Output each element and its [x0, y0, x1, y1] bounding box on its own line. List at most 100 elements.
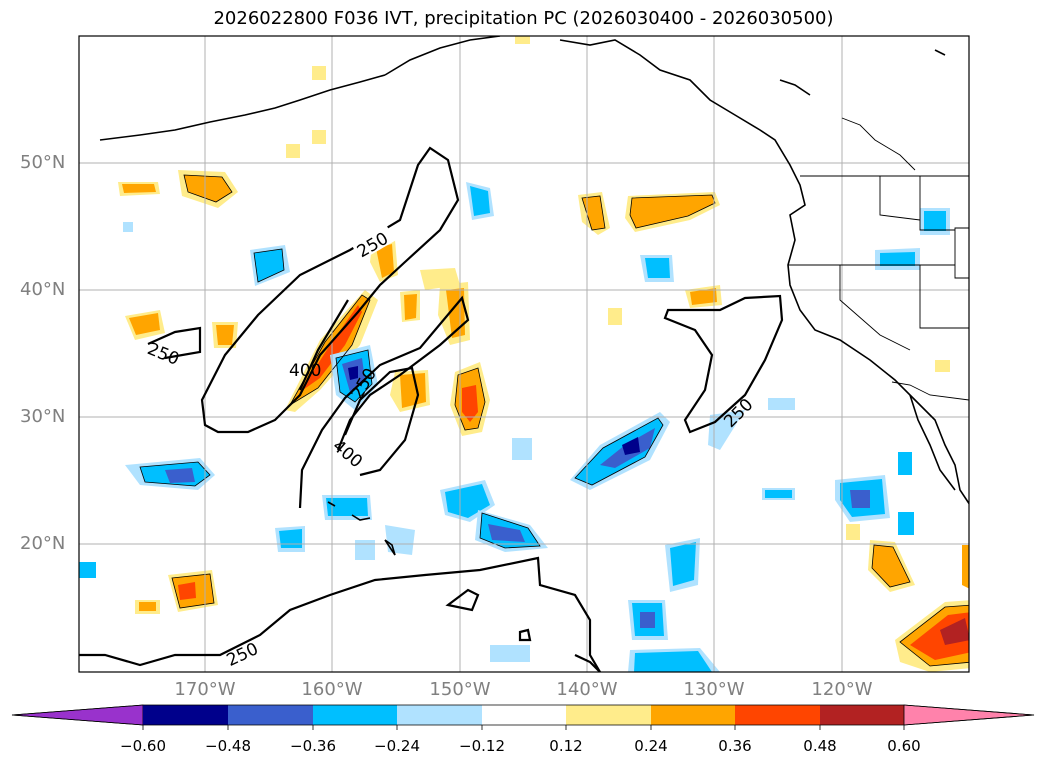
coastline-aleutians — [99, 74, 386, 141]
precip-positive-area — [312, 66, 326, 80]
precip-negative-area — [640, 612, 655, 628]
border-us-mexico — [891, 381, 969, 401]
precip-positive-area — [420, 268, 460, 290]
precip-negative-area — [385, 525, 415, 555]
precip-negative-area — [490, 645, 530, 662]
coastline-hawaii — [327, 501, 336, 507]
precip-positive-area — [515, 36, 530, 44]
precip-negative-area — [470, 186, 490, 216]
contour-label: 400 — [328, 436, 366, 472]
ivt-contour-400 — [298, 299, 349, 391]
colorbar-segment — [143, 705, 228, 725]
lon-label: 130°W — [683, 679, 745, 700]
border-state — [919, 176, 955, 231]
border-state — [839, 265, 911, 351]
precip-negative-area — [645, 258, 670, 278]
precip-positive-area — [178, 582, 196, 600]
colorbar-segment — [313, 705, 397, 725]
border-canada — [841, 117, 916, 171]
ivt-contour-250 — [298, 295, 470, 509]
colorbar-segment — [397, 705, 482, 725]
colorbar-tick-label: 0.48 — [803, 737, 837, 755]
precip-negative-area — [355, 540, 375, 560]
colorbar-extend-high — [903, 704, 1035, 726]
border-state — [879, 176, 921, 221]
colorbar-segment — [482, 705, 566, 725]
ivt-contour-small — [574, 654, 601, 672]
colorbar-segment — [566, 705, 651, 725]
ivt-contour-small — [445, 588, 480, 612]
coastline-alaska — [384, 36, 501, 76]
ivt-contour-small — [518, 628, 532, 642]
border-state — [954, 227, 969, 279]
ivt-contour-250 — [663, 294, 784, 434]
borders — [788, 117, 969, 401]
colorbar-tick-label: 0.12 — [549, 737, 583, 755]
lon-label: 140°W — [556, 679, 618, 700]
precip-outline — [479, 512, 541, 549]
lat-label: 50°N — [20, 152, 66, 173]
ivt-contour-250 — [200, 146, 460, 434]
precip-negative-area — [326, 498, 368, 516]
coastline-north-america — [559, 39, 969, 505]
precip-outline — [581, 195, 606, 231]
precip-positive-area — [872, 545, 910, 587]
precip-negative-area — [445, 484, 490, 518]
lon-label: 120°W — [811, 679, 873, 700]
colorbar-segment — [228, 705, 313, 725]
precip-outline — [288, 294, 371, 407]
precip-outline — [574, 417, 664, 486]
precip-negative-area — [622, 437, 640, 455]
colorbar-segment — [735, 705, 820, 725]
precip-outline — [629, 194, 716, 229]
colorbar-tick-label: 0.36 — [718, 737, 752, 755]
colorbar — [11, 704, 1035, 730]
lon-label: 160°W — [301, 679, 363, 700]
precip-negative-area — [850, 490, 870, 508]
ivt-contour-250 — [147, 326, 202, 360]
colorbar-tick-label: −0.24 — [374, 737, 420, 755]
precip-negative-area — [254, 249, 284, 282]
precip-positive-area — [582, 196, 605, 230]
colorbar-tick-label: 0.24 — [634, 737, 668, 755]
precip-outline — [335, 349, 373, 403]
precip-negative-area — [634, 651, 712, 672]
colorbar-tick-label: −0.60 — [120, 737, 166, 755]
precip-outline — [253, 248, 285, 283]
precip-negative-area — [348, 366, 358, 380]
colorbar-tick-label: −0.48 — [205, 737, 251, 755]
precip-positive-area — [129, 313, 160, 335]
precip-positive-area — [630, 195, 715, 228]
precip-negative-area — [768, 398, 795, 410]
colorbar-extend-low — [11, 704, 144, 726]
precip-positive-area — [608, 308, 622, 325]
lon-label: 150°W — [429, 679, 491, 700]
map-plot-area: 250 250 400 250 400 250 250 — [79, 36, 969, 672]
gridlines — [79, 36, 969, 672]
colorbar-segment — [820, 705, 904, 725]
map-frame — [78, 35, 970, 673]
coastline-baja — [909, 394, 956, 491]
precip-positive-area — [139, 602, 156, 611]
ivt-contour-400 — [343, 366, 420, 477]
precip-negative-area — [279, 529, 302, 548]
precip-positive-area — [935, 360, 950, 372]
contour-label: 250 — [224, 639, 262, 671]
precip-negative-area — [79, 562, 96, 578]
lat-label: 40°N — [20, 279, 66, 300]
precip-outline — [183, 174, 233, 203]
ivt-contour-250 — [79, 556, 601, 672]
precip-negative-area — [123, 222, 133, 232]
precip-negative-area — [765, 490, 792, 498]
precip-positive-area — [404, 294, 417, 320]
map-title: 2026022800 F036 IVT, precipitation PC (2… — [213, 8, 834, 29]
colorbar-tick-label: −0.36 — [290, 737, 336, 755]
precip-negative-area — [898, 452, 912, 475]
precip-negative-area — [924, 211, 946, 231]
coastline-island — [779, 79, 811, 96]
precip-negative-area — [165, 468, 195, 483]
precip-positive-area — [216, 325, 234, 345]
ivt-contours — [79, 146, 784, 672]
lat-label: 20°N — [20, 533, 66, 554]
precip-positive-area — [312, 130, 326, 144]
